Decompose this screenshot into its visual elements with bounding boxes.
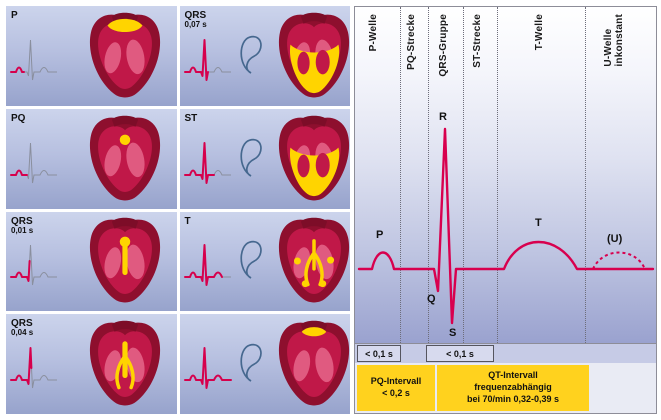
heart-illustration [89, 12, 160, 98]
column-header-st-strecke: ST-Strecke [472, 14, 483, 68]
excited-ventricles-overlay [289, 44, 339, 93]
pq-interval-line1: PQ-Intervall [370, 376, 422, 387]
phase-cell-qrs-004: QRS 0,04 s [6, 314, 177, 414]
wave-label-u: (U) [607, 233, 623, 245]
heart-illustration [89, 218, 160, 303]
phase-label: T [185, 216, 191, 227]
excited-ventricles-overlay [289, 147, 339, 196]
vector-loop-icon [239, 241, 262, 280]
mini-ecg-trace [183, 141, 231, 184]
mini-ecg-trace [183, 38, 231, 81]
phase-cell-qrs-001: QRS 0,01 s [6, 211, 177, 312]
qrs-duration-box: < 0,1 s [426, 345, 494, 362]
phase-label: P [11, 10, 18, 21]
vector-loop-icon [239, 35, 262, 74]
phase-sublabel-text: 0,07 s [184, 20, 207, 29]
phase-cell-cycle-end [179, 314, 350, 414]
column-divider [400, 7, 401, 343]
header-text: P-Welle [368, 14, 379, 52]
phase-label: ST [185, 113, 198, 124]
phase-cell-st: ST [179, 108, 350, 209]
phase-cell-t: T [179, 211, 350, 312]
u-wave-dotted-path [592, 251, 646, 270]
pq-interval-box: PQ-Intervall < 0,2 s [357, 365, 435, 411]
heart-illustration [89, 320, 160, 406]
repolarization-dots-overlay [293, 257, 334, 288]
phase-label: QRS 0,07 s [185, 10, 207, 30]
vector-loop-icon [239, 138, 262, 177]
pq-interval-line2: < 0,2 s [382, 388, 410, 398]
column-divider [497, 7, 498, 343]
column-header-qrs-gruppe: QRS-Gruppe [438, 14, 449, 77]
wave-label-q: Q [427, 293, 436, 305]
phase-label: QRS 0,01 s [11, 216, 33, 236]
column-header-t-welle: T-Welle [534, 14, 545, 50]
qt-interval-box: QT-Intervall frequenzabhängig bei 70/min… [437, 365, 589, 411]
phase-label: QRS 0,04 s [11, 318, 33, 338]
wave-label-p: P [376, 229, 384, 241]
qt-interval-line2: frequenzabhängig [474, 382, 552, 393]
header-text: QRS-Gruppe [438, 14, 449, 77]
column-divider [428, 7, 429, 343]
heart-illustration [278, 115, 349, 201]
phase-label-text: QRS [11, 318, 33, 330]
phase-sublabel-text: 0,01 s [11, 225, 34, 235]
mini-ecg-trace [10, 347, 57, 389]
phase-sublabel-text: 0,04 s [11, 328, 34, 338]
phase-label-text: QRS [184, 10, 207, 21]
phase-cell-pq: PQ [6, 108, 177, 209]
header-text: T-Welle [534, 14, 545, 51]
ecg-interval-chart: P-Welle PQ-Strecke QRS-Gruppe ST-Strecke… [354, 6, 657, 414]
mini-ecg-trace [183, 347, 232, 390]
mini-ecg-trace [10, 142, 57, 183]
excited-av-node-overlay [119, 134, 130, 145]
wave-label-r: R [439, 111, 447, 123]
mini-ecg-trace [10, 245, 57, 286]
vector-loop-icon [239, 343, 262, 382]
header-text: inkonstant [614, 14, 625, 67]
conduction-branches-overlay [114, 354, 135, 390]
phase-cell-p: P [6, 6, 177, 106]
column-header-p-welle: P-Welle [368, 14, 379, 51]
column-divider [585, 7, 586, 343]
column-header-pq-strecke: PQ-Strecke [406, 14, 417, 70]
phase-label-text: ST [184, 112, 198, 124]
mini-ecg-trace [10, 39, 57, 80]
wave-label-t: T [535, 217, 542, 229]
phase-label: PQ [11, 113, 25, 124]
excited-atria-overlay [301, 327, 326, 337]
heart-illustration [89, 115, 160, 201]
wave-label-s: S [449, 327, 457, 339]
heart-illustration [278, 320, 349, 406]
p-duration-box: < 0,1 s [357, 345, 401, 362]
chart-background [355, 7, 656, 343]
column-divider [463, 7, 464, 343]
ecg-trace [357, 127, 655, 325]
mini-ecg-trace [183, 244, 231, 287]
heart-illustration [278, 12, 349, 98]
phase-cell-qrs-007: QRS 0,07 s [179, 6, 350, 106]
header-text: ST-Strecke [472, 14, 483, 68]
qt-interval-line1: QT-Intervall [488, 370, 538, 381]
header-text: PQ-Strecke [406, 14, 417, 70]
phase-label-text: P [11, 10, 18, 21]
phase-label-text: T [184, 215, 191, 227]
header-text: U-Welle [603, 28, 614, 67]
column-header-u-welle: U-Welle inkonstant [603, 14, 625, 67]
phase-label-text: PQ [11, 112, 26, 124]
ecg-waveform-path [357, 127, 655, 325]
qt-interval-line3: bei 70/min 0,32-0,39 s [466, 393, 560, 404]
heart-illustration [278, 218, 349, 303]
phase-label-text: QRS [11, 215, 33, 227]
excited-atria-overlay [107, 18, 142, 32]
excitation-phase-grid: P QRS 0,07 s [6, 6, 350, 414]
